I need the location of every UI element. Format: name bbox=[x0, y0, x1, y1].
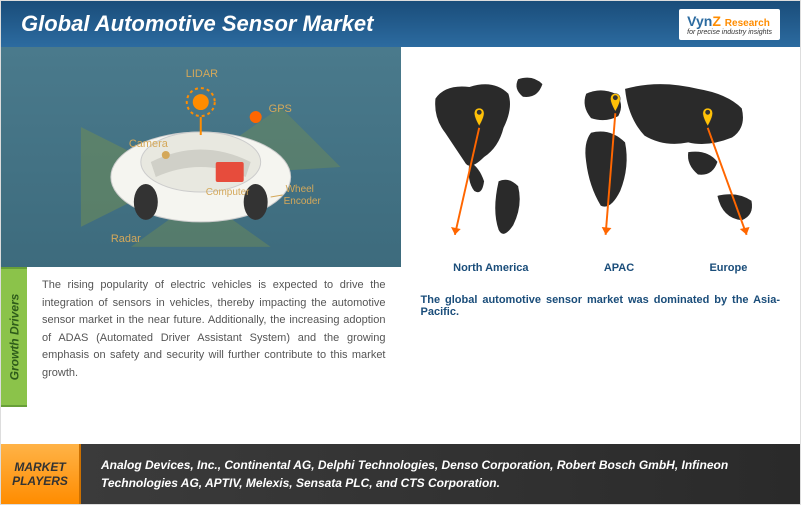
lidar-label: LIDAR bbox=[186, 68, 218, 80]
infographic-container: Global Automotive Sensor Market VynZ Res… bbox=[0, 0, 801, 505]
growth-tab: Growth Drivers bbox=[1, 267, 27, 407]
left-column: LIDAR GPS Camera Computer Wheel Encoder … bbox=[1, 47, 401, 440]
footer-tab-line1: MARKET bbox=[14, 460, 65, 474]
car-svg: LIDAR GPS Camera Computer Wheel Encoder … bbox=[1, 47, 401, 267]
growth-text: The rising popularity of electric vehicl… bbox=[27, 267, 401, 407]
growth-drivers-section: Growth Drivers The rising popularity of … bbox=[1, 267, 401, 407]
wheel-label2: Encoder bbox=[284, 196, 322, 207]
map-svg bbox=[416, 57, 786, 257]
page-title: Global Automotive Sensor Market bbox=[21, 11, 780, 37]
growth-tab-label: Growth Drivers bbox=[7, 294, 21, 381]
footer-tab-line2: PLAYERS bbox=[12, 474, 68, 488]
logo-part1: Vyn bbox=[687, 13, 712, 29]
footer-tab: MARKET PLAYERS bbox=[1, 444, 81, 504]
header: Global Automotive Sensor Market VynZ Res… bbox=[1, 1, 800, 47]
region-na: North America bbox=[453, 262, 528, 274]
region-eu: Europe bbox=[709, 262, 747, 274]
camera-label: Camera bbox=[129, 138, 169, 150]
world-map bbox=[416, 57, 786, 257]
content-area: LIDAR GPS Camera Computer Wheel Encoder … bbox=[1, 47, 800, 440]
logo-part2: Z bbox=[712, 13, 721, 29]
region-labels: North America APAC Europe bbox=[416, 262, 786, 274]
footer-text: Analog Devices, Inc., Continental AG, De… bbox=[81, 444, 800, 504]
computer-label: Computer bbox=[206, 187, 250, 198]
map-caption: The global automotive sensor market was … bbox=[416, 294, 786, 318]
car-sensor-diagram: LIDAR GPS Camera Computer Wheel Encoder … bbox=[1, 47, 401, 267]
gps-label: GPS bbox=[269, 103, 292, 115]
radar-label: Radar bbox=[111, 233, 141, 245]
region-apac: APAC bbox=[604, 262, 634, 274]
logo-sub: Research bbox=[725, 18, 770, 29]
logo-tagline: for precise industry insights bbox=[687, 29, 772, 36]
brand-logo: VynZ Research for precise industry insig… bbox=[679, 9, 780, 40]
wheel-label1: Wheel bbox=[286, 184, 314, 195]
right-column: North America APAC Europe The global aut… bbox=[401, 47, 801, 440]
market-players-footer: MARKET PLAYERS Analog Devices, Inc., Con… bbox=[1, 444, 800, 504]
